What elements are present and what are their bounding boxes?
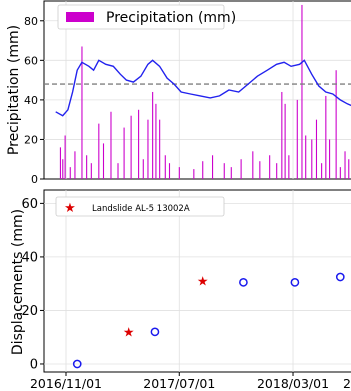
precip-bar — [74, 151, 76, 179]
precip-bar — [311, 139, 313, 179]
precip-bar — [223, 163, 225, 179]
disp-points: ★★ — [72, 272, 345, 369]
precip-bar — [147, 119, 149, 179]
disp-x-tick-label: 2016/11/01 — [30, 376, 102, 391]
precip-bar — [193, 169, 195, 179]
disp-y-tick-label: 0 — [30, 357, 38, 372]
precip-bar — [202, 161, 204, 179]
precip-bar — [98, 123, 100, 179]
precip-bar — [62, 159, 64, 179]
disp-x-tick-label: 2017/07/01 — [143, 376, 215, 391]
precip-bar — [164, 155, 166, 179]
precip-bar — [142, 159, 144, 179]
precip-y-tick-label: 40 — [24, 94, 38, 107]
precip-bar — [329, 139, 331, 179]
disp-y-ticks: 0 20 40 60 — [21, 197, 44, 372]
precip-bar — [130, 115, 132, 179]
precip-plot-area — [43, 0, 351, 180]
precip-bar — [69, 167, 71, 179]
precip-bar — [178, 167, 180, 179]
precip-bar — [335, 70, 337, 179]
precip-legend: Precipitation (mm) — [57, 4, 236, 30]
disp-circle-marker — [72, 359, 82, 369]
disp-circle-marker — [239, 277, 248, 287]
disp-legend-label: Landslide AL-5 13002A — [92, 204, 190, 214]
disp-star-marker: ★ — [197, 275, 209, 290]
precip-bar — [252, 151, 254, 179]
precip-bar — [159, 119, 161, 179]
precip-bar — [305, 135, 307, 179]
precip-bar — [123, 127, 125, 179]
precip-bars — [59, 4, 350, 180]
precip-bar — [339, 167, 341, 179]
precip-bar — [296, 99, 298, 179]
precip-bar — [315, 119, 318, 179]
precip-bar — [102, 143, 105, 179]
precip-bar — [259, 161, 261, 179]
disp-x-tick-label: 2018/03/01 — [257, 376, 329, 391]
precip-bar — [301, 4, 303, 180]
precip-legend-box — [57, 4, 225, 30]
disp-legend-box — [55, 196, 225, 217]
disp-y-tick-label: 40 — [21, 250, 38, 265]
precip-y-ticks: 0 20 40 60 80 — [24, 15, 44, 186]
precip-y-tick-label: 20 — [24, 133, 38, 146]
precip-bar — [155, 103, 157, 179]
precip-bar — [212, 155, 214, 179]
precip-bar — [152, 91, 154, 179]
precip-bar — [288, 155, 290, 179]
precip-bar — [348, 159, 350, 179]
precip-gridlines — [44, 1, 351, 179]
disp-star-marker: ★ — [123, 325, 135, 340]
precip-bar — [276, 163, 278, 179]
precip-bar — [269, 155, 271, 179]
disp-plot-area — [43, 189, 351, 373]
precip-bar — [81, 46, 83, 179]
precip-bar — [284, 103, 286, 179]
precip-legend-label: Precipitation (mm) — [106, 10, 236, 26]
disp-circle-marker — [335, 272, 345, 282]
disp-x-tick-label: 2 — [343, 376, 351, 391]
disp-circle-marker — [150, 327, 160, 337]
precip-bar — [281, 91, 283, 179]
precip-bar — [90, 163, 92, 179]
precip-bar — [64, 135, 66, 179]
disp-y-tick-label: 60 — [21, 197, 38, 212]
precip-bar — [86, 155, 88, 179]
disp-legend: ★ Landslide AL-5 13002A — [55, 196, 225, 217]
precip-bar — [168, 163, 171, 179]
precip-bar — [321, 163, 323, 179]
precip-running-line — [55, 59, 351, 117]
precipitation-panel: 0 20 40 60 80 Precipitation (mm) Precipitati… — [6, 0, 351, 186]
disp-y-tick-label: 20 — [21, 304, 38, 319]
precip-bar — [117, 163, 119, 179]
precip-bar — [240, 159, 242, 179]
precip-bar — [230, 167, 232, 179]
disp-y-axis-label: Displacements (mm) — [10, 209, 26, 355]
precip-legend-swatch — [66, 12, 94, 22]
precip-bar — [344, 151, 346, 179]
precip-bar — [325, 95, 327, 179]
precip-bar — [59, 147, 61, 179]
precip-bar — [110, 111, 112, 179]
precip-bar — [138, 109, 140, 179]
disp-circle-marker — [290, 277, 300, 287]
precip-y-tick-label: 0 — [31, 173, 38, 186]
disp-x-ticks: 2016/11/01 2017/07/01 2018/03/01 2 — [30, 372, 351, 391]
precip-y-tick-label: 80 — [24, 15, 38, 28]
disp-legend-star-marker: ★ — [64, 201, 76, 216]
precip-y-axis-label: Precipitation (mm) — [6, 25, 22, 155]
precip-y-tick-label: 60 — [24, 54, 38, 67]
